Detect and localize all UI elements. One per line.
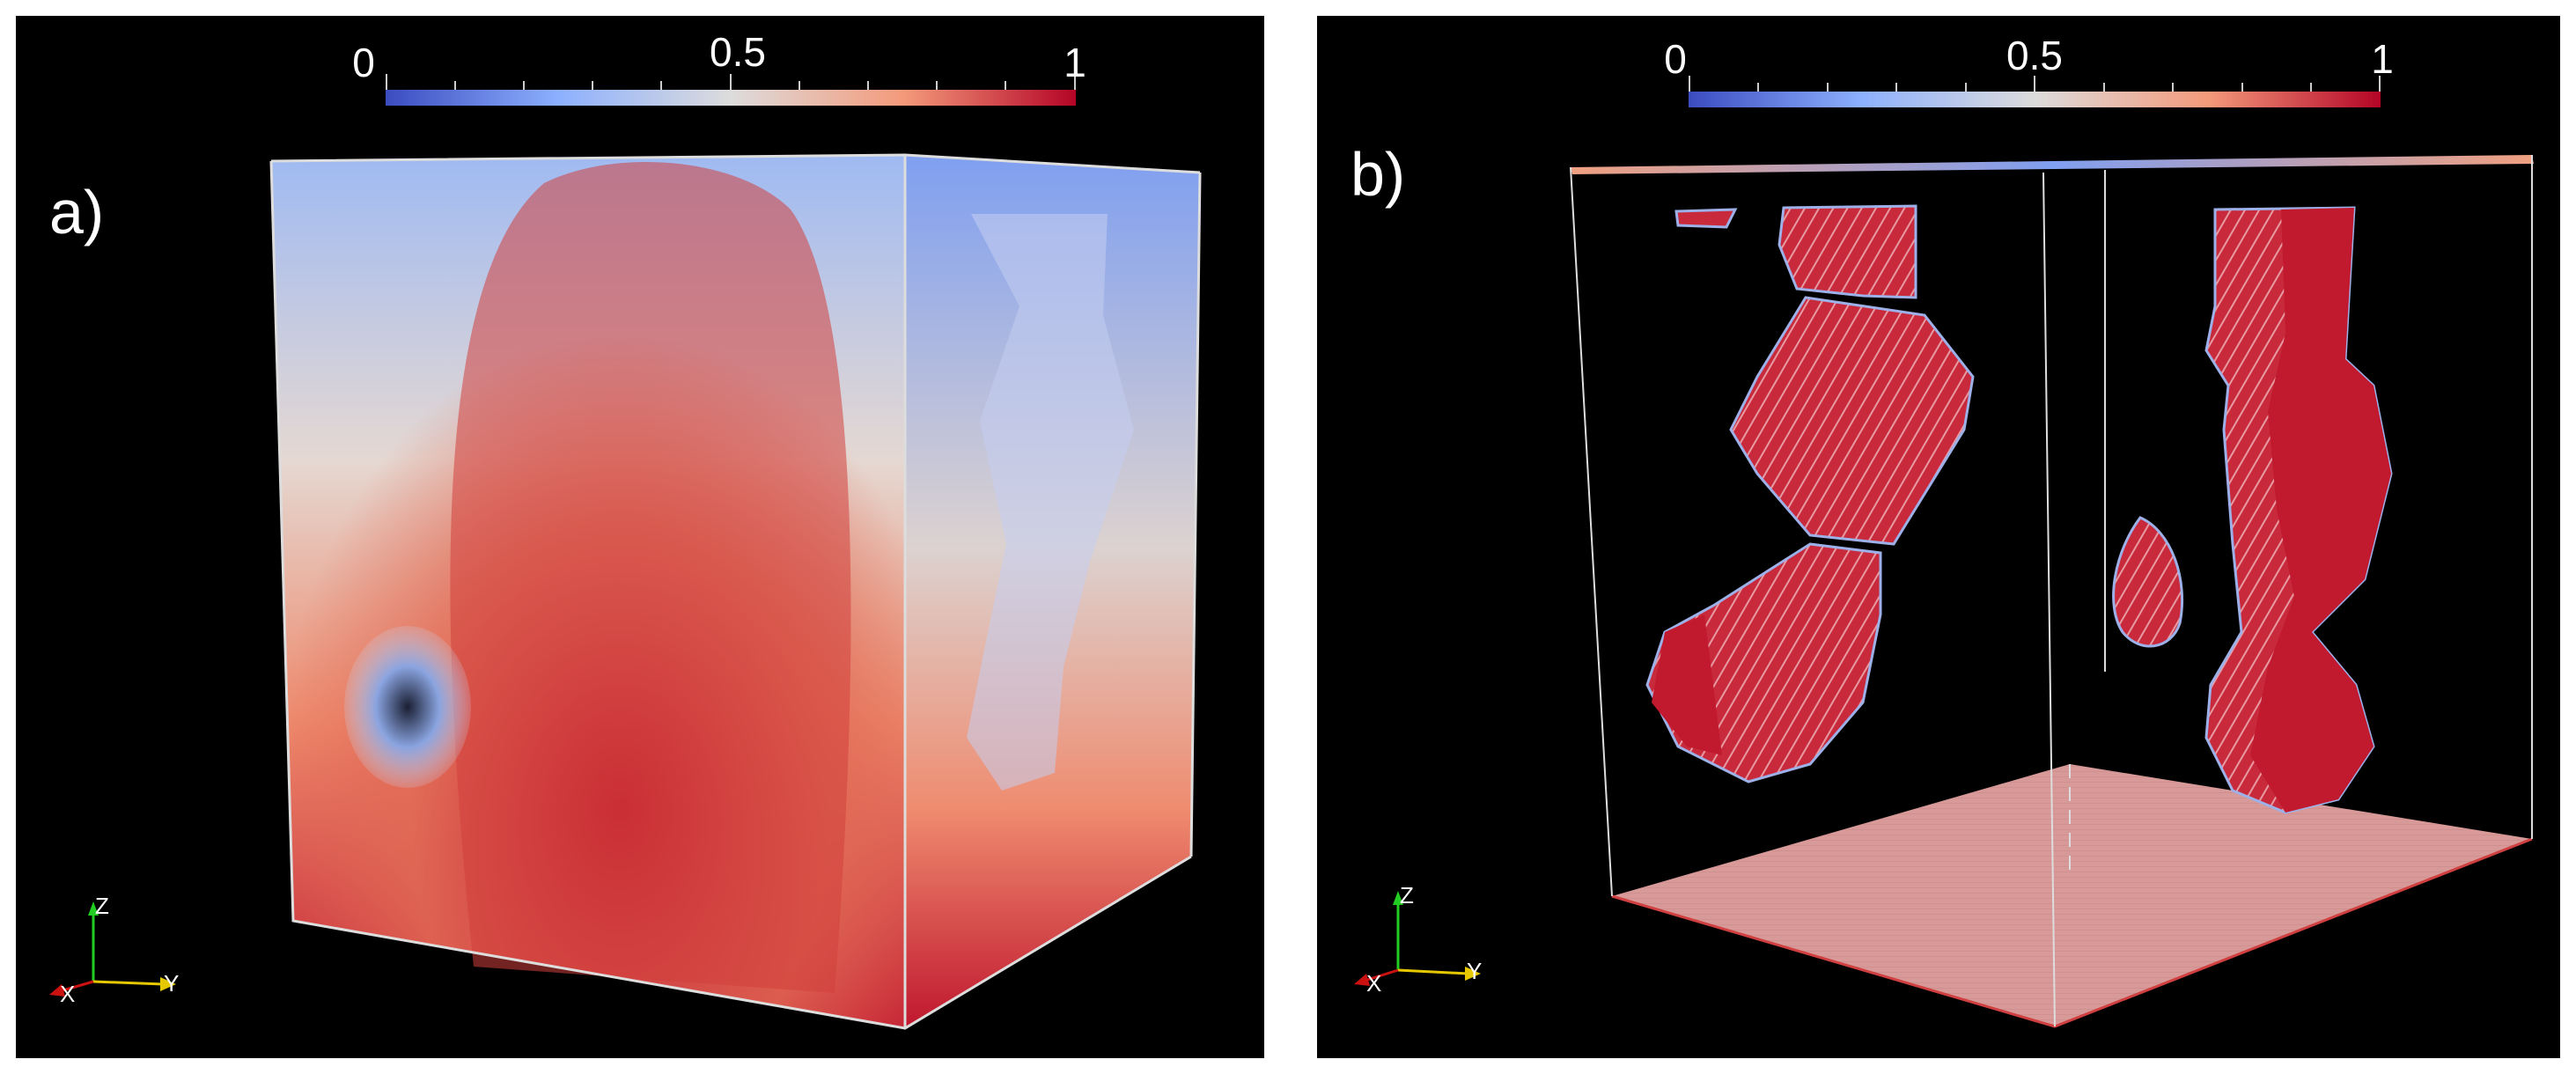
cube-a-side-inclusion xyxy=(967,214,1134,791)
axes-triad-a xyxy=(49,901,176,997)
axis-y-label-a: Y xyxy=(164,970,180,997)
cube-b-small-inclusion xyxy=(2112,516,2184,648)
axis-x-label-a: X xyxy=(60,981,76,1007)
panel-a-volume-render: 0 0.5 1 a) Z X Y xyxy=(16,16,1264,1058)
cube-b-edges xyxy=(1570,155,2533,1027)
colorbar-a-tick-0: 0 xyxy=(352,40,375,85)
axis-z-label-b: Z xyxy=(1400,882,1414,908)
cube-b-top-layer xyxy=(1571,155,2534,174)
colorbar-a-tick-0-5: 0.5 xyxy=(710,29,766,75)
cube-a-edges xyxy=(269,153,1202,1030)
axis-z-label-a: Z xyxy=(95,893,109,919)
cube-b-floor xyxy=(1612,764,2532,1026)
panel-a-scene xyxy=(49,74,1202,1030)
panel-b-volume-render: 0 0.5 1 b) Z X Y xyxy=(1317,16,2560,1058)
cube-b-left-inclusion xyxy=(1645,204,1975,783)
cube-b-right-inclusion xyxy=(2204,206,2393,814)
colorbar-b xyxy=(1689,92,2381,107)
panel-b-scene xyxy=(1354,76,2534,1028)
colorbar-a-tick-1: 1 xyxy=(1064,40,1086,85)
colorbar-b-tick-0: 0 xyxy=(1664,36,1687,82)
panel-a-label: a) xyxy=(49,178,105,246)
axes-triad-b xyxy=(1354,891,1481,986)
cube-a-front-hole xyxy=(344,626,471,788)
axis-x-label-b: X xyxy=(1366,970,1382,997)
panel-b-label: b) xyxy=(1351,140,1406,209)
colorbar-a xyxy=(386,90,1076,106)
colorbar-b-tick-1: 1 xyxy=(2371,36,2394,82)
colorbar-b-tick-0-5: 0.5 xyxy=(2006,33,2063,78)
axis-y-label-b: Y xyxy=(1467,958,1483,984)
